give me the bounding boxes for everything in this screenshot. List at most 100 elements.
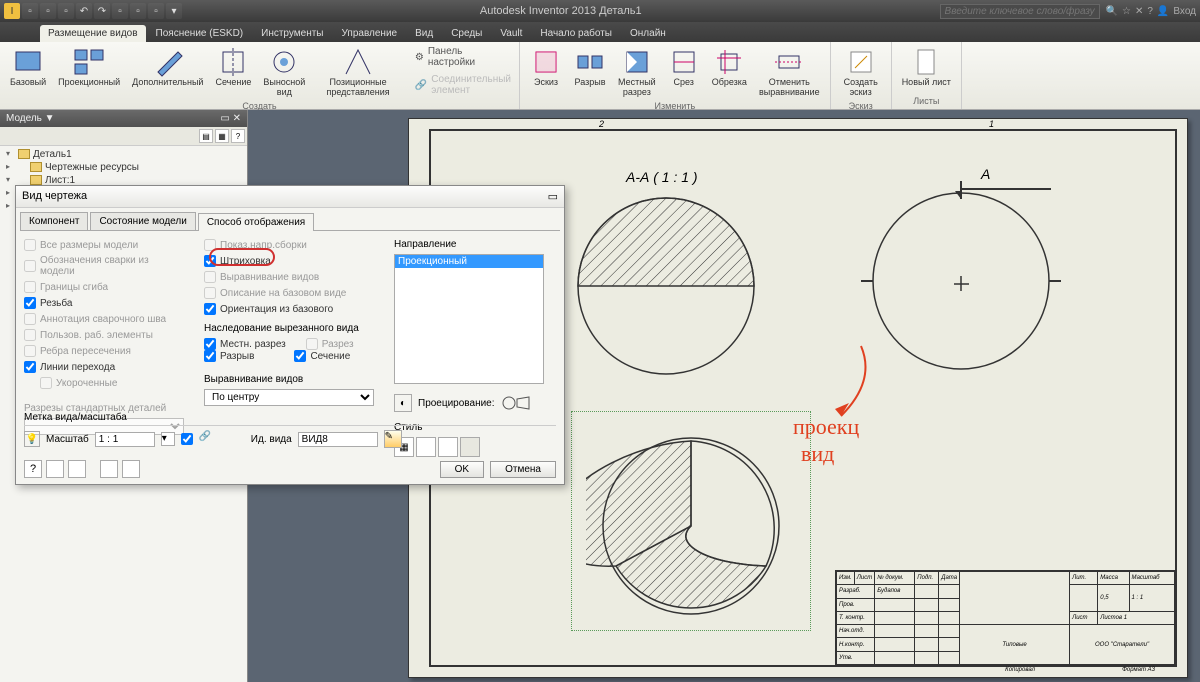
cb-section[interactable]: Разрез (306, 338, 354, 350)
tab-model-state[interactable]: Состояние модели (90, 212, 195, 230)
ok-button[interactable]: OK (440, 461, 484, 478)
login-label[interactable]: Вход (1173, 6, 1196, 17)
tab-display[interactable]: Способ отображения (198, 213, 314, 231)
cb-tangent[interactable]: Линии перехода (24, 361, 184, 373)
tab-component[interactable]: Компонент (20, 212, 88, 230)
tab-env[interactable]: Среды (443, 25, 490, 42)
close-icon[interactable]: ▭ (548, 190, 558, 203)
cb-slice[interactable]: Сечение (294, 350, 350, 362)
opt-icon[interactable] (100, 460, 118, 478)
star-icon[interactable]: ☆ (1122, 6, 1131, 17)
alignment-select[interactable]: По центру (204, 389, 374, 406)
view-id-input[interactable] (298, 432, 378, 447)
cb-weld[interactable]: Обозначения сварки из модели (24, 255, 184, 277)
cb-all-dims[interactable]: Все размеры модели (24, 239, 184, 251)
connector-button[interactable]: 🔗Соединительный элемент (413, 72, 513, 98)
label: Ид. вида (251, 434, 292, 445)
gear-icon: ⚙ (415, 52, 424, 63)
qat-redo-icon[interactable]: ↷ (94, 3, 110, 19)
cb-base-desc[interactable]: Описание на базовом виде (204, 287, 374, 299)
lightbulb-icon[interactable]: 💡 (24, 431, 40, 447)
ribbon: Базовый Проекционный Дополнительный Сече… (0, 42, 1200, 110)
new-sheet-button[interactable]: Новый лист (898, 44, 955, 90)
crop-button[interactable]: Обрезка (708, 44, 751, 90)
detail-view-button[interactable]: Выносной вид (259, 44, 309, 100)
user-icon[interactable]: 👤 (1157, 6, 1169, 17)
section-label: А-А ( 1 : 1 ) (626, 169, 698, 185)
qat-icon[interactable]: ▾ (166, 3, 182, 19)
direction-list[interactable]: Проекционный (394, 254, 544, 384)
tab-manage[interactable]: Управление (334, 25, 406, 42)
tab-online[interactable]: Онлайн (622, 25, 674, 42)
infocenter: 🔍 ☆ ✕ ? 👤 Вход (1106, 6, 1196, 17)
section-view-circle[interactable] (571, 191, 761, 381)
close-icon[interactable]: ▭ ✕ (220, 113, 241, 124)
link-icon[interactable]: 🔗 (199, 431, 215, 447)
opt-icon[interactable] (122, 460, 140, 478)
slice-button[interactable]: Срез (664, 44, 704, 90)
qat-save-icon[interactable]: ▫ (58, 3, 74, 19)
scale-input[interactable] (95, 432, 155, 447)
star-icon[interactable]: ✕ (1135, 6, 1143, 17)
app-menu-icon[interactable]: I (4, 3, 20, 19)
projection-icon[interactable] (501, 395, 531, 411)
search-input[interactable] (940, 4, 1100, 19)
cb-user-feat[interactable]: Пользов. раб. элементы (24, 329, 184, 341)
projection-button[interactable]: ◐ (394, 394, 412, 412)
create-sketch-button[interactable]: Создать эскиз (837, 44, 885, 100)
overlay-button[interactable]: Позиционные представления (313, 44, 403, 100)
cb-bend[interactable]: Границы сгиба (24, 281, 184, 293)
tab-tools[interactable]: Инструменты (253, 25, 331, 42)
section-view-button[interactable]: Сечение (211, 44, 255, 90)
breakout-button[interactable]: Местный разрез (614, 44, 660, 100)
annotation-text: проекц (793, 416, 859, 438)
opt-icon[interactable] (68, 460, 86, 478)
qat-icon[interactable]: ▫ (148, 3, 164, 19)
break-button[interactable]: Разрыв (570, 44, 610, 90)
drawing-view-dialog: Вид чертежа▭ Компонент Состояние модели … (15, 185, 565, 485)
aux-view-button[interactable]: Дополнительный (128, 44, 207, 90)
cb-breakout[interactable]: Местн. разрез (204, 338, 286, 350)
title-block: Изм.Лист№ докум.Подп.ДатаЛит.МассаМасшта… (835, 570, 1175, 665)
qat-icon[interactable]: ▫ (130, 3, 146, 19)
browser-header[interactable]: Модель ▼▭ ✕ (0, 110, 247, 127)
qat-open-icon[interactable]: ▫ (40, 3, 56, 19)
qat-new-icon[interactable]: ▫ (22, 3, 38, 19)
tab-vault[interactable]: Vault (492, 25, 530, 42)
projected-view[interactable] (586, 421, 796, 631)
tab-eskd[interactable]: Пояснение (ESKD) (148, 25, 252, 42)
help-icon[interactable]: ? (24, 460, 42, 478)
break-align-button[interactable]: Отменить выравнивание (755, 44, 824, 100)
edit-icon[interactable]: ✎ (384, 430, 402, 448)
cb-align[interactable]: Выравнивание видов (204, 271, 374, 283)
nailboard-button[interactable]: ⚙Панель настройки (413, 44, 513, 70)
cb-weld-annot[interactable]: Аннотация сварочного шва (24, 313, 184, 325)
sketch-button[interactable]: Эскиз (526, 44, 566, 90)
cancel-button[interactable]: Отмена (490, 461, 556, 478)
scale-cb[interactable] (181, 433, 193, 445)
base-view-circle[interactable] (861, 181, 1061, 381)
opt-icon[interactable] (46, 460, 64, 478)
cb-interf[interactable]: Ребра пересечения (24, 345, 184, 357)
cb-break[interactable]: Разрыв (204, 350, 254, 362)
qat-icon[interactable]: ▫ (112, 3, 128, 19)
tab-views[interactable]: Размещение видов (40, 25, 146, 42)
dialog-titlebar[interactable]: Вид чертежа▭ (16, 186, 564, 208)
highlight-circle (209, 248, 275, 266)
tree-node: Чертежные ресурсы (4, 161, 243, 174)
scale-toggle[interactable]: ▾ (161, 432, 175, 446)
browser-toolbar: ▤▦? (0, 127, 247, 146)
infocenter-icon[interactable]: 🔍 (1106, 6, 1118, 17)
title-bar: I ▫ ▫ ▫ ↶ ↷ ▫ ▫ ▫ ▾ Autodesk Inventor 20… (0, 0, 1200, 22)
base-view-button[interactable]: Базовый (6, 44, 50, 90)
label: Направление (394, 239, 544, 250)
cb-thread[interactable]: Резьба (24, 297, 184, 309)
projected-view-button[interactable]: Проекционный (54, 44, 124, 90)
tab-start[interactable]: Начало работы (532, 25, 620, 42)
tab-view[interactable]: Вид (407, 25, 441, 42)
label: Выравнивание видов (204, 374, 374, 385)
qat-undo-icon[interactable]: ↶ (76, 3, 92, 19)
cb-orient-base[interactable]: Ориентация из базового (204, 303, 374, 315)
help-icon[interactable]: ? (1147, 6, 1153, 17)
cb-foreshort[interactable]: Укороченные (24, 377, 184, 389)
